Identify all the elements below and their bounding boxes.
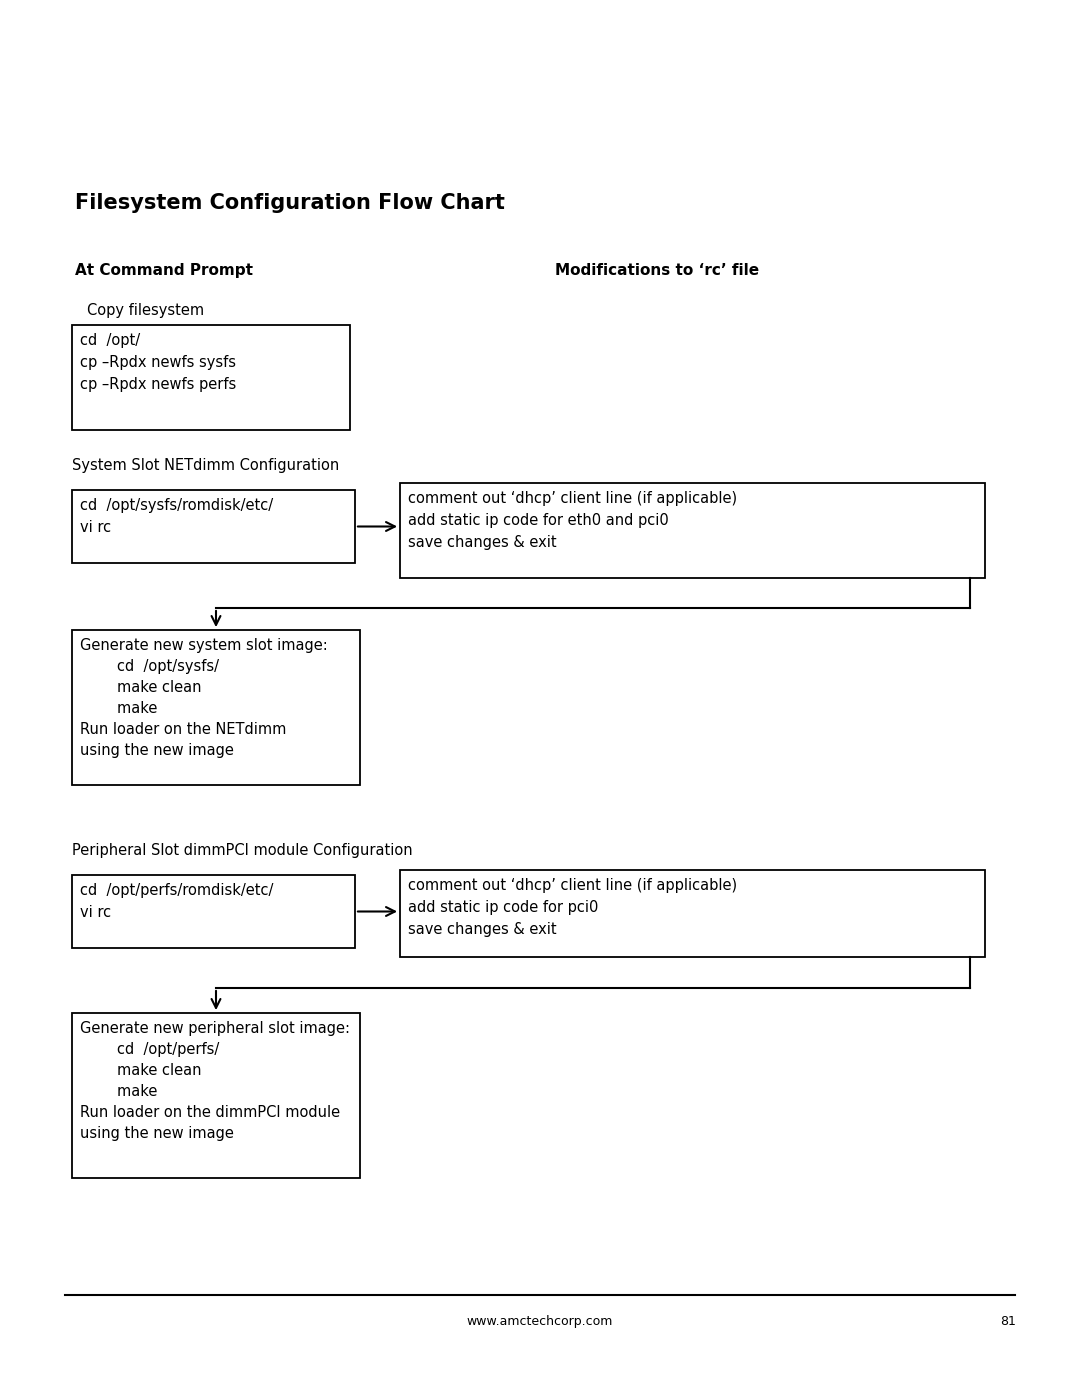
Text: System Slot NETdimm Configuration: System Slot NETdimm Configuration bbox=[72, 458, 339, 474]
Text: cd  /opt/sysfs/romdisk/etc/
vi rc: cd /opt/sysfs/romdisk/etc/ vi rc bbox=[80, 497, 273, 535]
Text: Modifications to ‘rc’ file: Modifications to ‘rc’ file bbox=[555, 263, 759, 278]
Text: cd  /opt/
cp –Rpdx newfs sysfs
cp –Rpdx newfs perfs: cd /opt/ cp –Rpdx newfs sysfs cp –Rpdx n… bbox=[80, 332, 237, 393]
Text: Generate new peripheral slot image:
        cd  /opt/perfs/
        make clean
 : Generate new peripheral slot image: cd /… bbox=[80, 1021, 350, 1141]
Text: cd  /opt/perfs/romdisk/etc/
vi rc: cd /opt/perfs/romdisk/etc/ vi rc bbox=[80, 883, 273, 921]
FancyBboxPatch shape bbox=[72, 875, 355, 949]
Text: Copy filesystem: Copy filesystem bbox=[87, 303, 204, 319]
Text: 81: 81 bbox=[1000, 1315, 1016, 1329]
FancyBboxPatch shape bbox=[400, 870, 985, 957]
Text: Peripheral Slot dimmPCI module Configuration: Peripheral Slot dimmPCI module Configura… bbox=[72, 842, 413, 858]
FancyBboxPatch shape bbox=[400, 483, 985, 578]
Text: Filesystem Configuration Flow Chart: Filesystem Configuration Flow Chart bbox=[75, 193, 504, 212]
FancyBboxPatch shape bbox=[72, 326, 350, 430]
FancyBboxPatch shape bbox=[72, 1013, 360, 1178]
Text: comment out ‘dhcp’ client line (if applicable)
add static ip code for eth0 and p: comment out ‘dhcp’ client line (if appli… bbox=[408, 490, 738, 550]
Text: comment out ‘dhcp’ client line (if applicable)
add static ip code for pci0
save : comment out ‘dhcp’ client line (if appli… bbox=[408, 877, 738, 937]
Text: www.amctechcorp.com: www.amctechcorp.com bbox=[467, 1315, 613, 1329]
Text: Generate new system slot image:
        cd  /opt/sysfs/
        make clean
     : Generate new system slot image: cd /opt/… bbox=[80, 638, 327, 759]
FancyBboxPatch shape bbox=[72, 490, 355, 563]
FancyBboxPatch shape bbox=[72, 630, 360, 785]
Text: At Command Prompt: At Command Prompt bbox=[75, 263, 253, 278]
